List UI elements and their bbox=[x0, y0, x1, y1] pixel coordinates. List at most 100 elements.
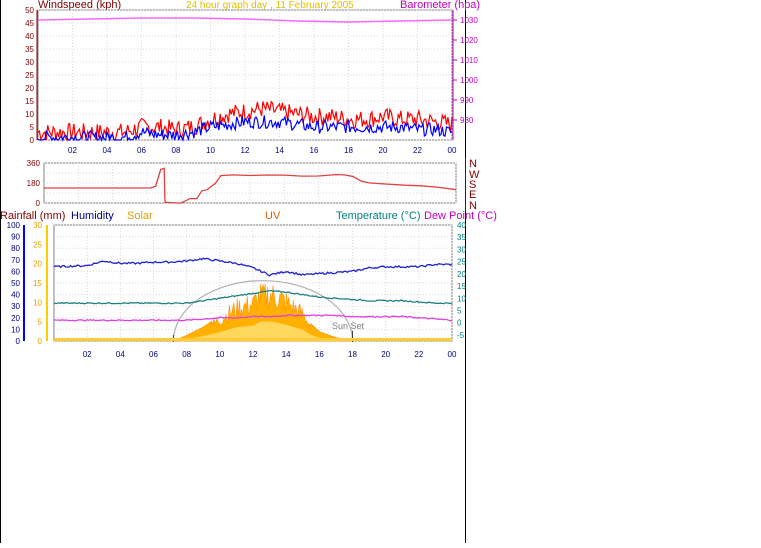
panel2-y-tick-label: 0 bbox=[36, 199, 41, 208]
panel1-y2-tick-label: 1000 bbox=[460, 76, 478, 85]
panel1-y-tick-label: 25 bbox=[25, 71, 34, 80]
humidity-tick-label: 100 bbox=[7, 221, 21, 230]
panel1-y-tick-label: 15 bbox=[25, 97, 34, 106]
panel1-x-tick-label: 14 bbox=[275, 146, 284, 155]
solar-label: Solar bbox=[127, 210, 153, 222]
panel3-x-tick-label: 06 bbox=[149, 350, 158, 359]
panel1-y-tick-label: 45 bbox=[25, 19, 34, 28]
panel1-x-tick-label: 18 bbox=[344, 146, 353, 155]
svg-text:N: N bbox=[469, 200, 477, 212]
wind-direction-panel: 0 180 360 bbox=[27, 159, 457, 208]
humidity-tick-label: 50 bbox=[11, 279, 20, 288]
panel3-x-tick-label: 16 bbox=[315, 350, 324, 359]
svg-text:E: E bbox=[469, 189, 476, 201]
temperature-tick-label: 15 bbox=[457, 282, 466, 291]
temperature-label: Temperature (°C) bbox=[336, 210, 420, 222]
solar-tick-label: 30 bbox=[33, 221, 42, 230]
panel1-y-tick-label: 50 bbox=[25, 6, 34, 15]
panel3-x-tick-label: 04 bbox=[116, 350, 125, 359]
wind-direction-line bbox=[44, 167, 457, 204]
humidity-tick-label: 70 bbox=[11, 256, 20, 265]
temperature-tick-label: 0 bbox=[457, 319, 462, 328]
panel1-y-tick-label: 40 bbox=[25, 32, 34, 41]
theoretical-solar-arc bbox=[172, 280, 354, 342]
humidity-tick-label: 40 bbox=[11, 291, 20, 300]
panel2-y-tick-label: 180 bbox=[27, 179, 41, 188]
panel3-x-tick-label: 22 bbox=[414, 350, 423, 359]
solar-tick-label: 20 bbox=[33, 260, 42, 269]
humidity-label: Humidity bbox=[71, 210, 114, 222]
wind-barometer-panel: 0 5 10 15 20 25 30 35 40 45 50 02 04 06 08 10 12 14 16 18 20… bbox=[25, 6, 478, 155]
panel1-y-tick-label: 30 bbox=[25, 58, 34, 67]
temperature-tick-label: 30 bbox=[457, 245, 466, 254]
humidity-tick-label: 10 bbox=[11, 325, 20, 334]
humidity-tick-label: 0 bbox=[16, 337, 21, 346]
panel1-y-tick-label: 10 bbox=[25, 110, 34, 119]
temperature-tick-label: -5 bbox=[457, 331, 465, 340]
panel1-x-tick-label: 04 bbox=[103, 146, 112, 155]
panel1-x-tick-label: 02 bbox=[68, 146, 77, 155]
panel2-y-tick-label: 360 bbox=[27, 159, 41, 168]
temperature-tick-label: 20 bbox=[457, 270, 466, 279]
panel1-y2-tick-label: 1020 bbox=[460, 36, 478, 45]
temperature-tick-label: 35 bbox=[457, 233, 466, 242]
solar-tick-label: 25 bbox=[33, 240, 42, 249]
barometer-line bbox=[37, 17, 453, 23]
solar-tick-label: 15 bbox=[33, 279, 42, 288]
panel1-y-tick-label: 5 bbox=[30, 123, 35, 132]
temperature-tick-label: 40 bbox=[457, 221, 466, 230]
solar-inner-area bbox=[173, 321, 353, 341]
solar-baseline-bar bbox=[54, 338, 452, 341]
panel1-y2-tick-label: 990 bbox=[460, 96, 474, 105]
panel1-x-tick-label: 06 bbox=[137, 146, 146, 155]
panel1-y-tick-label: 20 bbox=[25, 84, 34, 93]
panel1-y-tick-label: 0 bbox=[30, 136, 35, 145]
panel3-x-tick-label: 20 bbox=[381, 350, 390, 359]
humidity-tick-label: 60 bbox=[11, 267, 20, 276]
barometer-axis-label: Barometer (hpa) bbox=[400, 0, 480, 11]
panel3-x-tick-label: 12 bbox=[249, 350, 258, 359]
solar-area bbox=[173, 284, 353, 342]
panel1-y2-tick-label: 1030 bbox=[460, 16, 478, 25]
panel1-x-tick-label: 00 bbox=[448, 146, 457, 155]
panel3-x-tick-label: 02 bbox=[83, 350, 92, 359]
svg-text:N: N bbox=[469, 158, 477, 170]
temperature-tick-label: 25 bbox=[457, 258, 466, 267]
panel1-x-tick-label: 08 bbox=[172, 146, 181, 155]
panel3-x-tick-label: 10 bbox=[215, 350, 224, 359]
windspeed-average-line bbox=[37, 114, 453, 143]
uv-label: UV bbox=[265, 210, 281, 222]
chart-title: 24 hour graph day , 11 February 2005 bbox=[186, 0, 354, 11]
windspeed-axis-label: Windspeed (kph) bbox=[38, 0, 121, 11]
dewpoint-line bbox=[53, 314, 452, 322]
panel1-y-tick-label: 35 bbox=[25, 45, 34, 54]
solar-tick-label: 10 bbox=[33, 298, 42, 307]
humidity-tick-label: 30 bbox=[11, 302, 20, 311]
humidity-tick-label: 80 bbox=[11, 244, 20, 253]
panel1-y2-tick-label: 980 bbox=[460, 116, 474, 125]
humidity-tick-label: 20 bbox=[11, 314, 20, 323]
humidity-tick-label: 90 bbox=[11, 233, 20, 242]
svg-text:W: W bbox=[469, 169, 480, 181]
panel1-x-tick-label: 10 bbox=[206, 146, 215, 155]
sunset-label: Sun Set bbox=[332, 321, 365, 331]
panel3-x-tick-label: 14 bbox=[282, 350, 291, 359]
solar-tick-label: 5 bbox=[38, 318, 43, 327]
solar-tick-label: 0 bbox=[38, 337, 43, 346]
svg-text:S: S bbox=[469, 179, 476, 191]
panel1-x-tick-label: 20 bbox=[379, 146, 388, 155]
panel3-x-tick-label: 00 bbox=[448, 350, 457, 359]
temperature-line bbox=[53, 289, 453, 305]
panel3-x-tick-label: 18 bbox=[348, 350, 357, 359]
panel1-y2-tick-label: 1010 bbox=[460, 56, 478, 65]
humidity-line bbox=[53, 257, 453, 277]
dewpoint-label: Dew Point (°C) bbox=[424, 210, 497, 222]
panel1-x-tick-label: 12 bbox=[241, 146, 250, 155]
panel1-x-tick-label: 16 bbox=[310, 146, 319, 155]
temperature-tick-label: 5 bbox=[457, 306, 462, 315]
rainfall-axis-label: Rainfall (mm) bbox=[0, 210, 65, 222]
panel3-x-tick-label: 08 bbox=[182, 350, 191, 359]
